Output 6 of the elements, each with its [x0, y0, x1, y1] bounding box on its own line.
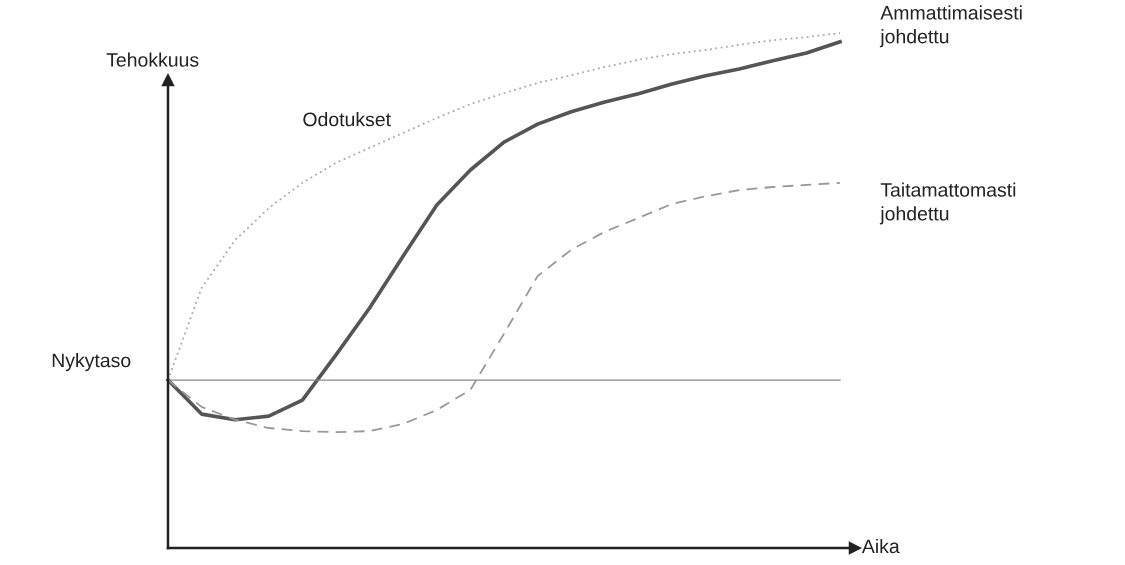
y-axis-title: Tehokkuus — [106, 52, 199, 67]
text: Taitamattomasti johdettu — [879, 182, 1016, 225]
series-label: Odotukset — [303, 112, 391, 127]
x-axis-title: Aika — [861, 538, 900, 554]
ref-line-label: Nykytaso — [52, 353, 131, 372]
text: Ammattimaisesti johdettu — [879, 5, 1022, 48]
